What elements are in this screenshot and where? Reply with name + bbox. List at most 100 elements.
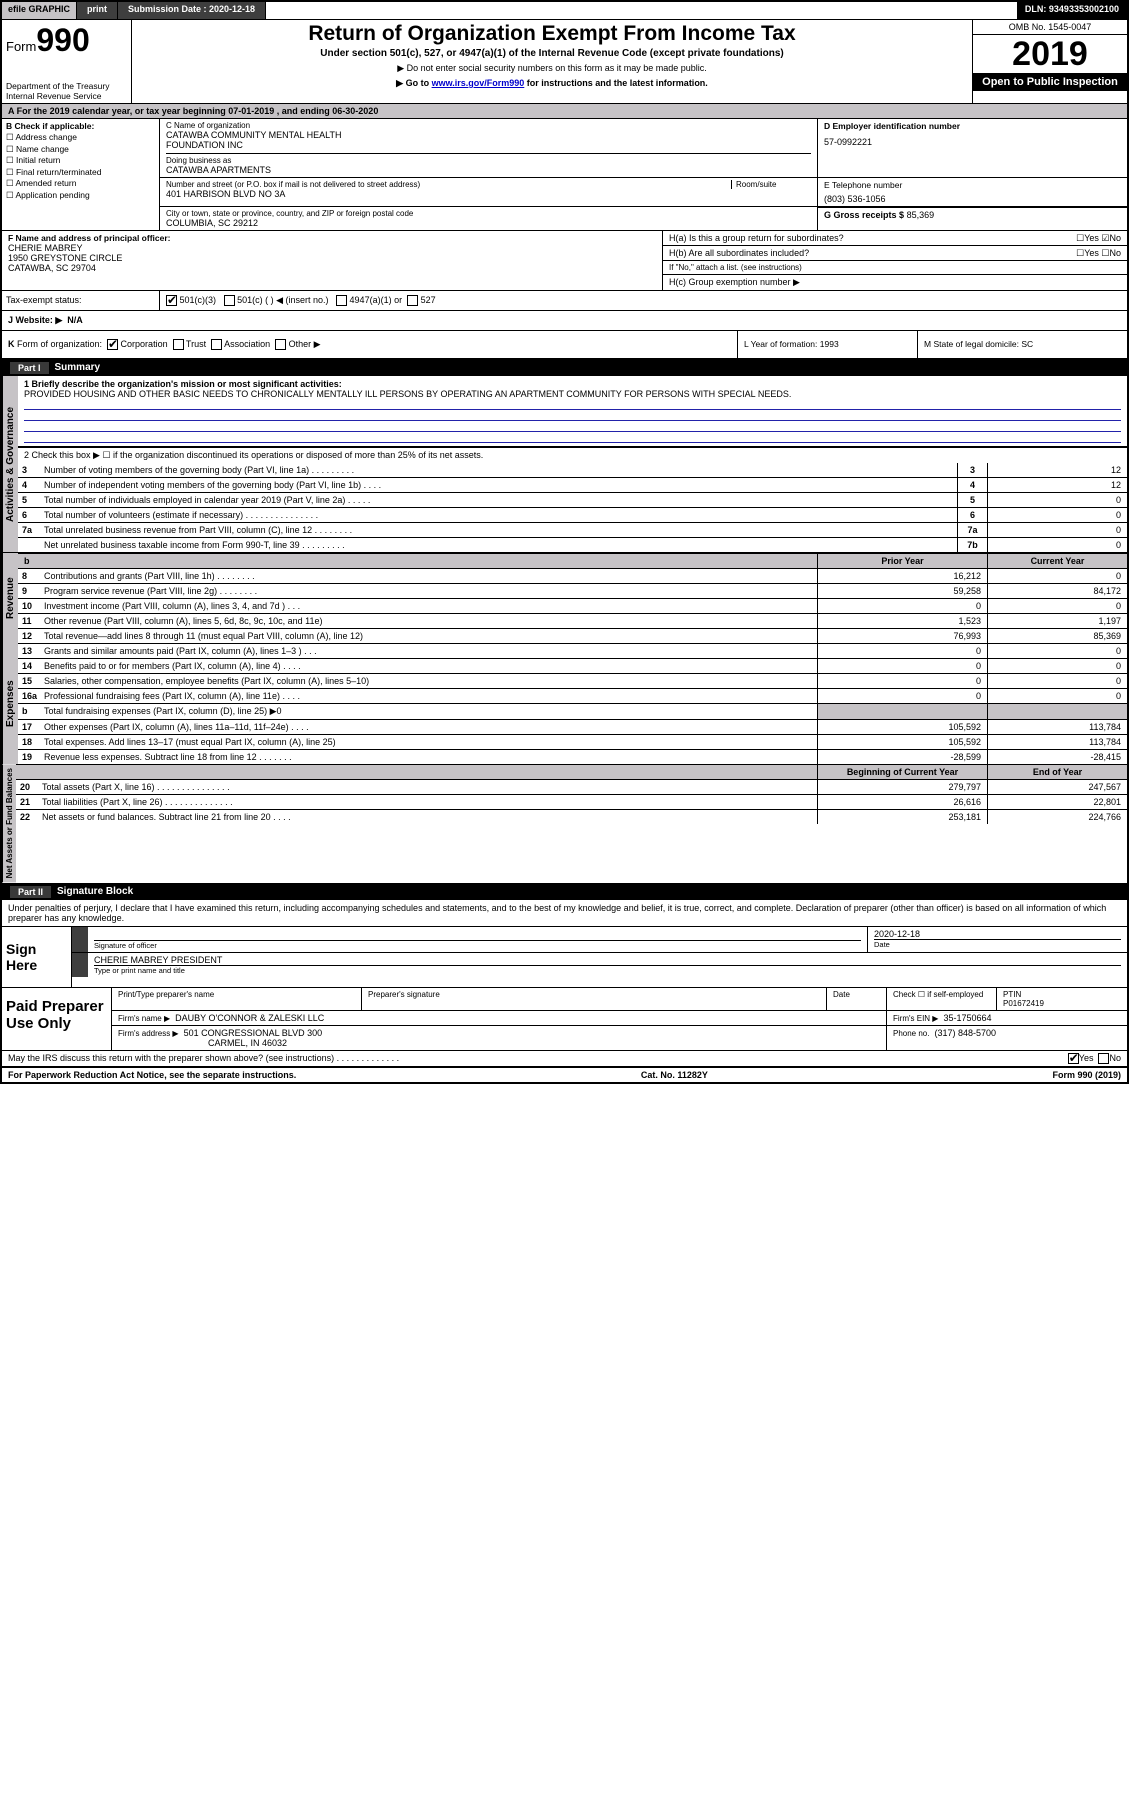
box-k: K Form of organization: Corporation Trus… xyxy=(2,331,737,358)
prep-h4[interactable]: Check ☐ if self-employed xyxy=(887,988,997,1010)
row-label: 10Investment income (Part VIII, column (… xyxy=(18,599,817,613)
firm-name-cell: Firm's name ▶ DAUBY O'CONNOR & ZALESKI L… xyxy=(112,1011,887,1025)
dba-value: CATAWBA APARTMENTS xyxy=(166,165,811,175)
chk-trust[interactable] xyxy=(173,339,184,350)
row-label: 22Net assets or fund balances. Subtract … xyxy=(16,810,817,824)
side-netassets: Net Assets or Fund Balances xyxy=(2,764,16,882)
row-box: 5 xyxy=(957,493,987,507)
curr-year-val: 224,766 xyxy=(987,810,1127,824)
row-label: Net unrelated business taxable income fr… xyxy=(18,538,957,552)
city-value: COLUMBIA, SC 29212 xyxy=(166,218,811,228)
part2-header: Part II Signature Block xyxy=(2,884,1127,900)
discuss-yn[interactable]: Yes No xyxy=(1068,1053,1121,1064)
box-m: M State of legal domicile: SC xyxy=(917,331,1127,358)
row-label: 11Other revenue (Part VIII, column (A), … xyxy=(18,614,817,628)
summary-row: Net unrelated business taxable income fr… xyxy=(18,537,1127,552)
ein-value: 57-0992221 xyxy=(824,137,1121,147)
chk-527[interactable] xyxy=(407,295,418,306)
addr-label: Number and street (or P.O. box if mail i… xyxy=(166,180,731,189)
prior-year-val: 279,797 xyxy=(817,780,987,794)
row-box: 4 xyxy=(957,478,987,492)
submission-date-btn[interactable]: Submission Date : 2020-12-18 xyxy=(118,2,266,19)
dba-label: Doing business as xyxy=(166,156,811,165)
sign-here-grid: Sign Here Signature of officer 2020-12-1… xyxy=(2,927,1127,988)
mission-block: 1 Briefly describe the organization's mi… xyxy=(18,376,1127,447)
chk-4947[interactable] xyxy=(336,295,347,306)
row-val: 12 xyxy=(987,478,1127,492)
chk-addr[interactable]: ☐ Address change xyxy=(6,132,155,143)
row-label: 19Revenue less expenses. Subtract line 1… xyxy=(18,750,817,764)
opt-501c: 501(c) ( ) ◀ (insert no.) xyxy=(237,295,328,305)
firm-ein-value: 35-1750664 xyxy=(943,1013,991,1023)
prior-year-val: 0 xyxy=(817,599,987,613)
title-sub1: Under section 501(c), 527, or 4947(a)(1)… xyxy=(138,48,966,59)
firm-addr-row: Firm's address ▶ 501 CONGRESSIONAL BLVD … xyxy=(112,1026,1127,1050)
chk-corp[interactable] xyxy=(107,339,118,350)
na-hdr-sp xyxy=(16,765,817,779)
irs-link[interactable]: www.irs.gov/Form990 xyxy=(432,78,525,88)
sig-date-val: 2020-12-18 xyxy=(874,929,1121,939)
irs-label: Internal Revenue Service xyxy=(6,91,127,101)
part1-header: Part I Summary xyxy=(2,360,1127,376)
chk-501c3[interactable] xyxy=(166,295,177,306)
print-button[interactable]: print xyxy=(77,2,118,19)
prior-year-val: -28,599 xyxy=(817,750,987,764)
firm-phone-label: Phone no. xyxy=(893,1029,929,1038)
row-label: 8Contributions and grants (Part VIII, li… xyxy=(18,569,817,583)
p1-act-body: 1 Briefly describe the organization's mi… xyxy=(18,376,1127,552)
prior-year-val: 0 xyxy=(817,674,987,688)
hb-yn[interactable]: ☐Yes ☐No xyxy=(1076,248,1121,259)
prior-year-val xyxy=(817,704,987,719)
firm-phone-cell: Phone no. (317) 848-5700 xyxy=(887,1026,1127,1050)
row-label: 17Other expenses (Part IX, column (A), l… xyxy=(18,720,817,734)
summary-row: 7aTotal unrelated business revenue from … xyxy=(18,522,1127,537)
preparer-grid: Paid Preparer Use Only Print/Type prepar… xyxy=(2,988,1127,1051)
addr-block: Number and street (or P.O. box if mail i… xyxy=(160,178,1127,207)
firm-addr1: 501 CONGRESSIONAL BLVD 300 xyxy=(184,1028,323,1038)
hdr-prior: Prior Year xyxy=(817,554,987,568)
prior-year-val: 16,212 xyxy=(817,569,987,583)
chk-initial[interactable]: ☐ Initial return xyxy=(6,155,155,166)
ha-yn[interactable]: ☐Yes ☑No xyxy=(1076,233,1121,244)
part1-tab: Part I xyxy=(10,362,49,374)
org-name2: FOUNDATION INC xyxy=(166,140,811,150)
chk-amended[interactable]: ☐ Amended return xyxy=(6,178,155,189)
chk-assoc[interactable] xyxy=(211,339,222,350)
sign-right: Signature of officer 2020-12-18 Date CHE… xyxy=(72,927,1127,987)
tax-label: Tax-exempt status: xyxy=(2,291,160,310)
row-box: 6 xyxy=(957,508,987,522)
row-val: 12 xyxy=(987,463,1127,477)
curr-year-val: 0 xyxy=(987,569,1127,583)
website-value: N/A xyxy=(67,315,83,325)
chk-other[interactable] xyxy=(275,339,286,350)
footer-mid: Cat. No. 11282Y xyxy=(641,1070,708,1080)
prep-h2: Preparer's signature xyxy=(362,988,827,1010)
prior-year-val: 1,523 xyxy=(817,614,987,628)
sig-row1: Signature of officer 2020-12-18 Date xyxy=(72,927,1127,953)
part2-title: Signature Block xyxy=(57,886,133,898)
part2-tab: Part II xyxy=(10,886,51,898)
efile-label: efile GRAPHIC xyxy=(2,2,77,19)
p1-rev-body: b Prior Year Current Year 8Contributions… xyxy=(18,553,1127,643)
data-row: 9Program service revenue (Part VIII, lin… xyxy=(18,583,1127,598)
row-label: 15Salaries, other compensation, employee… xyxy=(18,674,817,688)
officer-addr1: 1950 GREYSTONE CIRCLE xyxy=(8,253,656,263)
sig-name-cell: CHERIE MABREY PRESIDENT Type or print na… xyxy=(88,953,1127,977)
org-name-cell: C Name of organization CATAWBA COMMUNITY… xyxy=(160,119,817,177)
chk-final[interactable]: ☐ Final return/terminated xyxy=(6,167,155,178)
firm-ein-label: Firm's EIN ▶ xyxy=(893,1014,938,1023)
curr-year-val: 0 xyxy=(987,644,1127,658)
ein-label: D Employer identification number xyxy=(824,121,1121,131)
opt-4947: 4947(a)(1) or xyxy=(350,295,403,305)
opt-527: 527 xyxy=(421,295,436,305)
gross-label: G Gross receipts $ xyxy=(824,210,904,220)
mission-line2 xyxy=(24,410,1121,421)
row-label: 3Number of voting members of the governi… xyxy=(18,463,957,477)
open-public-badge: Open to Public Inspection xyxy=(973,73,1127,91)
chk-pending[interactable]: ☐ Application pending xyxy=(6,190,155,201)
curr-year-val: 1,197 xyxy=(987,614,1127,628)
officer-addr2: CATAWBA, SC 29704 xyxy=(8,263,656,273)
chk-501c[interactable] xyxy=(224,295,235,306)
chk-name[interactable]: ☐ Name change xyxy=(6,144,155,155)
prior-year-val: 0 xyxy=(817,689,987,703)
